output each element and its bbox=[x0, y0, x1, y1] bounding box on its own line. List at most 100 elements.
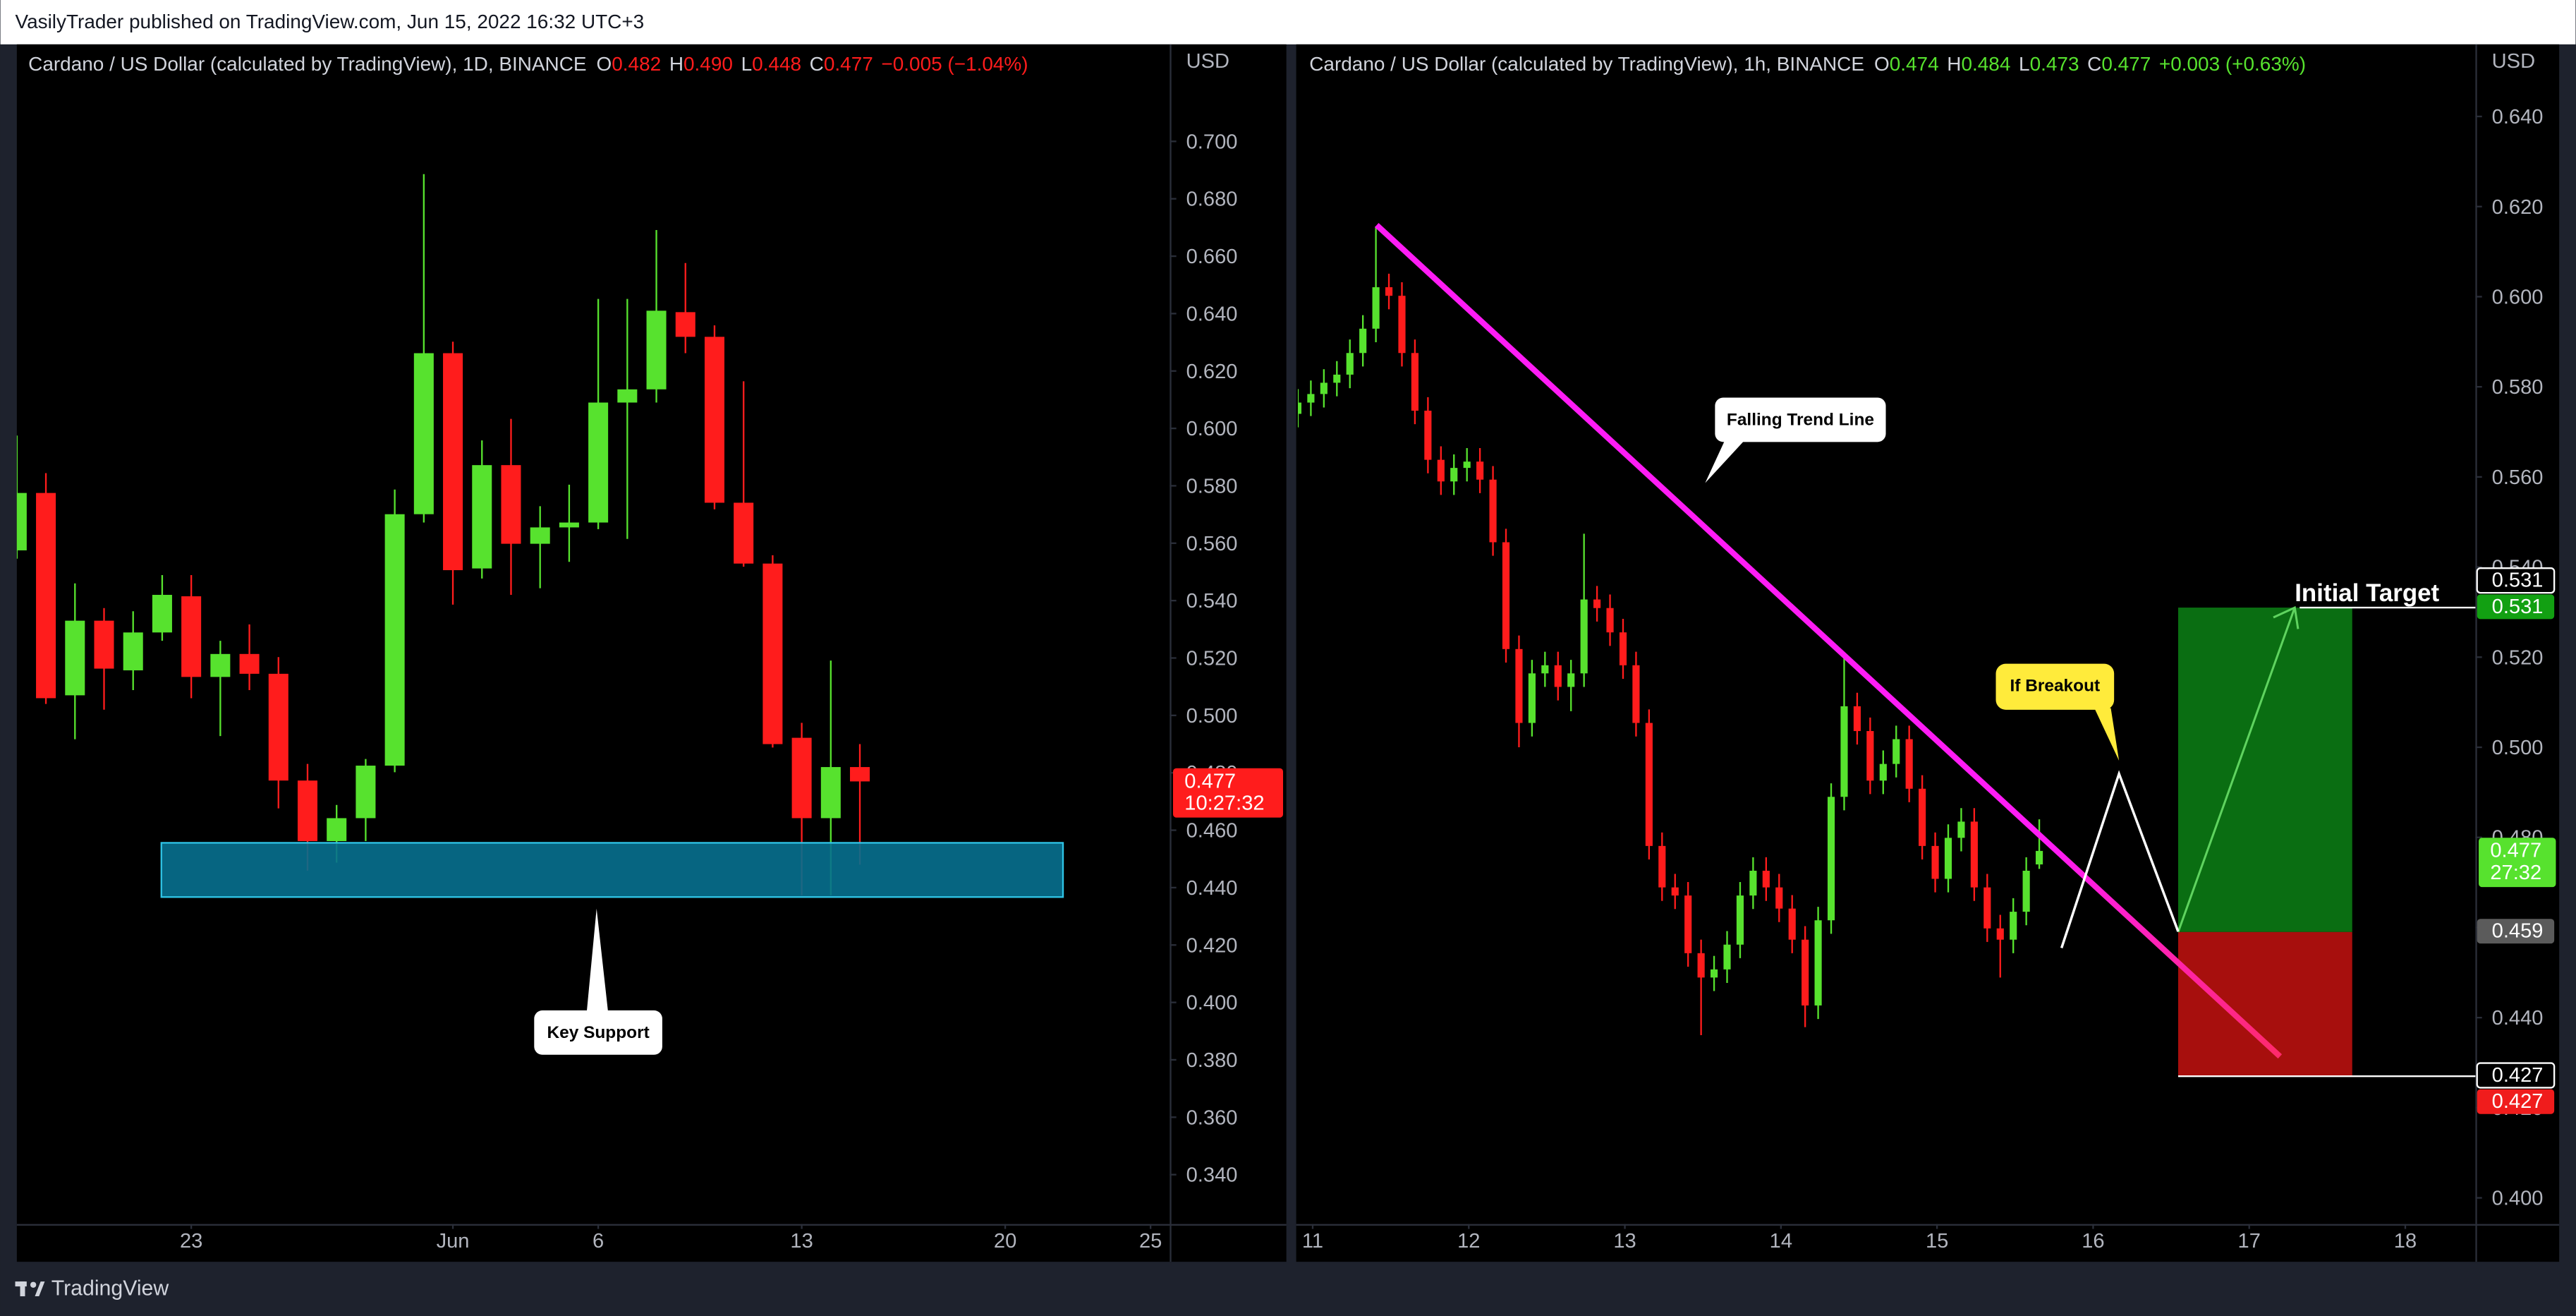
callout-box bbox=[1995, 663, 2115, 710]
x-tick-label: 6 bbox=[593, 1230, 604, 1252]
breakout-path bbox=[2060, 770, 2180, 948]
candle-body bbox=[1502, 542, 1510, 649]
trend-line bbox=[1374, 222, 2283, 1059]
x-tick-label: Jun bbox=[437, 1230, 470, 1252]
last-price-tag bbox=[1173, 768, 1284, 818]
candle-body bbox=[1697, 953, 1705, 978]
callout-pointer bbox=[1705, 440, 1745, 483]
countdown-label: 10:27:32 bbox=[1184, 792, 1264, 815]
candle-body bbox=[1827, 797, 1835, 921]
candle-body bbox=[1775, 887, 1783, 909]
candle-body bbox=[1372, 287, 1380, 329]
legend-value: 0.482 bbox=[612, 54, 661, 76]
currency-label: USD bbox=[2492, 50, 2535, 73]
candle-body bbox=[2036, 850, 2043, 865]
legend-title: Cardano / US Dollar (calculated by Tradi… bbox=[1309, 54, 1864, 76]
x-tick-label: 15 bbox=[1926, 1230, 1948, 1252]
candle-body bbox=[1411, 353, 1419, 411]
legend-key: O bbox=[1874, 54, 1890, 76]
header-bar bbox=[0, 0, 2576, 44]
candle-body bbox=[1307, 394, 1315, 403]
y-tick-label: 0.360 bbox=[1186, 1106, 1238, 1129]
candle-body bbox=[646, 310, 667, 390]
candle-body bbox=[16, 493, 27, 550]
callout-text: If Breakout bbox=[2010, 677, 2101, 696]
candle-body bbox=[210, 653, 231, 677]
candle-body bbox=[327, 818, 347, 842]
position-tag bbox=[2476, 567, 2556, 594]
candle-body bbox=[1385, 287, 1393, 296]
axes-left: 0.3400.3600.3800.4000.4200.4400.4600.480… bbox=[28, 50, 1237, 1252]
last-price-tag bbox=[2479, 838, 2556, 888]
legend-value: 0.477 bbox=[2101, 54, 2151, 76]
candle-body bbox=[239, 653, 260, 674]
x-tick-label: 14 bbox=[1770, 1230, 1792, 1252]
x-tick-label: 13 bbox=[790, 1230, 813, 1252]
candle-body bbox=[1398, 296, 1406, 354]
candle-body bbox=[297, 780, 318, 842]
support-zone bbox=[160, 842, 1064, 898]
candle-body bbox=[94, 620, 114, 669]
y-tick-label: 0.440 bbox=[1186, 877, 1238, 900]
candle-body bbox=[1879, 763, 1887, 781]
y-tick-label: 0.680 bbox=[1186, 188, 1238, 211]
callout-text: Falling Trend Line bbox=[1727, 411, 1874, 430]
candle-body bbox=[1905, 739, 1913, 789]
candle-body bbox=[1645, 723, 1653, 846]
header-text: VasilyTrader published on TradingView.co… bbox=[16, 11, 645, 32]
legend-value: 0.484 bbox=[1961, 54, 2010, 76]
candle-body bbox=[1346, 353, 1354, 375]
candle-body bbox=[1892, 739, 1900, 764]
position-tool bbox=[2177, 605, 2476, 1077]
last-price-label: 0.477 bbox=[2490, 840, 2541, 862]
candle-body bbox=[791, 737, 812, 819]
position-tag bbox=[2477, 1089, 2555, 1114]
candle-body bbox=[1944, 838, 1952, 879]
legend-title: Cardano / US Dollar (calculated by Tradi… bbox=[28, 54, 586, 76]
y-tick-label: 0.540 bbox=[1186, 590, 1238, 612]
candle-body bbox=[1866, 731, 1874, 781]
position-tag-label: 0.531 bbox=[2492, 569, 2544, 591]
y-tick-label: 0.560 bbox=[2492, 466, 2544, 489]
x-tick-label: 12 bbox=[1457, 1230, 1480, 1252]
candle-body bbox=[2010, 912, 2017, 940]
callout-pointer bbox=[586, 908, 609, 1013]
countdown-label: 27:32 bbox=[2490, 862, 2541, 884]
position-tag-label: 0.427 bbox=[2492, 1064, 2544, 1087]
footer-logo bbox=[15, 1281, 45, 1297]
x-tick-label: 11 bbox=[1302, 1230, 1323, 1252]
y-tick-label: 0.420 bbox=[1186, 934, 1238, 957]
legend-key: H bbox=[669, 54, 684, 76]
y-tick-label: 0.560 bbox=[1186, 533, 1238, 555]
candle-body bbox=[1424, 411, 1432, 460]
y-tick-label: 0.520 bbox=[1186, 648, 1238, 670]
candle-body bbox=[1684, 895, 1692, 953]
candle-body bbox=[413, 353, 434, 514]
candle-body bbox=[443, 353, 463, 571]
legend-change: −0.005 (−1.04%) bbox=[881, 54, 1028, 76]
y-tick-label: 0.600 bbox=[1186, 418, 1238, 440]
position-tag-label: 0.427 bbox=[2492, 1090, 2544, 1113]
legend-key: C bbox=[2087, 54, 2101, 76]
candle-body bbox=[530, 527, 550, 544]
legend-value: 0.477 bbox=[824, 54, 873, 76]
candle-body bbox=[1671, 887, 1679, 896]
y-tick-label: 0.620 bbox=[1186, 361, 1238, 383]
candle-body bbox=[1814, 920, 1822, 1006]
position-tag bbox=[2476, 1062, 2556, 1089]
y-tick-label: 0.520 bbox=[2492, 646, 2544, 669]
candle-body bbox=[181, 596, 202, 677]
y-tick-label: 0.380 bbox=[1186, 1049, 1238, 1072]
y-tick-label: 0.500 bbox=[2492, 737, 2544, 759]
candle-body bbox=[763, 563, 783, 744]
y-tick-label: 0.660 bbox=[1186, 246, 1238, 268]
candle-body bbox=[1528, 673, 1536, 723]
position-tag bbox=[2477, 594, 2555, 620]
candle-body bbox=[1515, 648, 1523, 723]
candle-body bbox=[2022, 870, 2030, 912]
candle-body bbox=[1619, 632, 1627, 665]
target-label: Initial Target bbox=[2295, 579, 2439, 607]
y-tick-label: 0.620 bbox=[2492, 196, 2544, 219]
candle-body bbox=[1931, 845, 1939, 879]
position-tag-label: 0.531 bbox=[2492, 596, 2544, 618]
